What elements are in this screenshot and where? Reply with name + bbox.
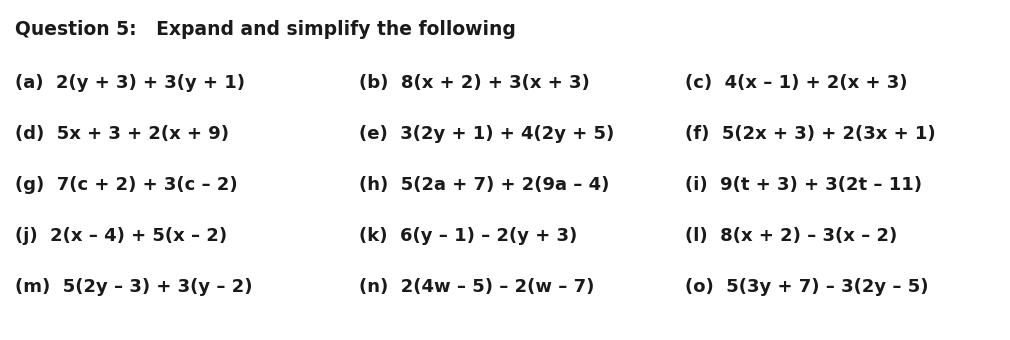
Text: (l)  8(x + 2) – 3(x – 2): (l) 8(x + 2) – 3(x – 2)	[685, 227, 897, 245]
Text: (i)  9(t + 3) + 3(2t – 11): (i) 9(t + 3) + 3(2t – 11)	[685, 176, 922, 194]
Text: (k)  6(y – 1) – 2(y + 3): (k) 6(y – 1) – 2(y + 3)	[359, 227, 577, 245]
Text: (a)  2(y + 3) + 3(y + 1): (a) 2(y + 3) + 3(y + 1)	[15, 74, 245, 92]
Text: (m)  5(2y – 3) + 3(y – 2): (m) 5(2y – 3) + 3(y – 2)	[15, 278, 252, 296]
Text: (f)  5(2x + 3) + 2(3x + 1): (f) 5(2x + 3) + 2(3x + 1)	[685, 125, 935, 143]
Text: (d)  5x + 3 + 2(x + 9): (d) 5x + 3 + 2(x + 9)	[15, 125, 229, 143]
Text: Question 5:   Expand and simplify the following: Question 5: Expand and simplify the foll…	[15, 20, 516, 39]
Text: (n)  2(4w – 5) – 2(w – 7): (n) 2(4w – 5) – 2(w – 7)	[359, 278, 594, 296]
Text: (h)  5(2a + 7) + 2(9a – 4): (h) 5(2a + 7) + 2(9a – 4)	[359, 176, 609, 194]
Text: (e)  3(2y + 1) + 4(2y + 5): (e) 3(2y + 1) + 4(2y + 5)	[359, 125, 614, 143]
Text: (c)  4(x – 1) + 2(x + 3): (c) 4(x – 1) + 2(x + 3)	[685, 74, 907, 92]
Text: (j)  2(x – 4) + 5(x – 2): (j) 2(x – 4) + 5(x – 2)	[15, 227, 227, 245]
Text: (o)  5(3y + 7) – 3(2y – 5): (o) 5(3y + 7) – 3(2y – 5)	[685, 278, 928, 296]
Text: (g)  7(c + 2) + 3(c – 2): (g) 7(c + 2) + 3(c – 2)	[15, 176, 237, 194]
Text: (b)  8(x + 2) + 3(x + 3): (b) 8(x + 2) + 3(x + 3)	[359, 74, 589, 92]
